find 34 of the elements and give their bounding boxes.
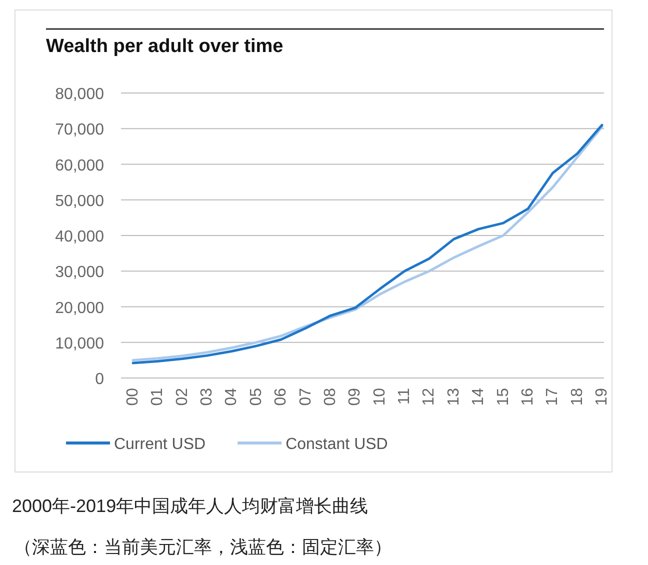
x-tick-label: 13 (445, 388, 462, 406)
y-tick-label: 40,000 (55, 228, 104, 246)
y-tick-label: 50,000 (55, 192, 104, 210)
x-tick-label: 11 (396, 388, 414, 405)
legend-label: Current USD (114, 436, 206, 453)
x-tick-label: 00 (124, 388, 142, 406)
x-tick-label: 18 (568, 388, 586, 406)
x-tick-label: 19 (594, 388, 610, 406)
x-tick-label: 09 (346, 388, 364, 406)
y-tick-label: 10,000 (55, 335, 104, 352)
y-tick-label: 60,000 (55, 157, 104, 174)
x-tick-label: 12 (420, 388, 438, 406)
chart-title: Wealth per adult over time (46, 36, 284, 57)
legend-label: Constant USD (286, 436, 388, 453)
x-tick-label: 01 (149, 388, 166, 406)
x-tick-label: 16 (519, 388, 536, 406)
x-tick-label: 15 (494, 388, 512, 406)
x-tick-label: 02 (174, 388, 191, 406)
x-tick-label: 03 (198, 388, 216, 406)
y-tick-label: 80,000 (55, 86, 104, 103)
y-tick-label: 30,000 (55, 264, 104, 282)
text: （深蓝色：当前美元汇率，浅蓝色：固定汇率） (14, 537, 392, 557)
x-tick-label: 07 (297, 388, 314, 406)
x-tick-label: 14 (470, 388, 488, 406)
x-tick-label: 10 (371, 388, 388, 406)
y-tick-label: 0 (95, 371, 104, 388)
x-tick-label: 05 (248, 388, 265, 406)
x-tick-label: 17 (544, 388, 562, 406)
y-tick-label: 70,000 (55, 122, 104, 139)
text: 2000年-2019年中国成年人人均财富增长曲线 (12, 496, 368, 516)
x-tick-label: 06 (272, 388, 290, 406)
y-tick-label: 20,000 (55, 300, 104, 317)
x-tick-label: 08 (322, 388, 339, 406)
x-tick-label: 04 (223, 388, 240, 406)
